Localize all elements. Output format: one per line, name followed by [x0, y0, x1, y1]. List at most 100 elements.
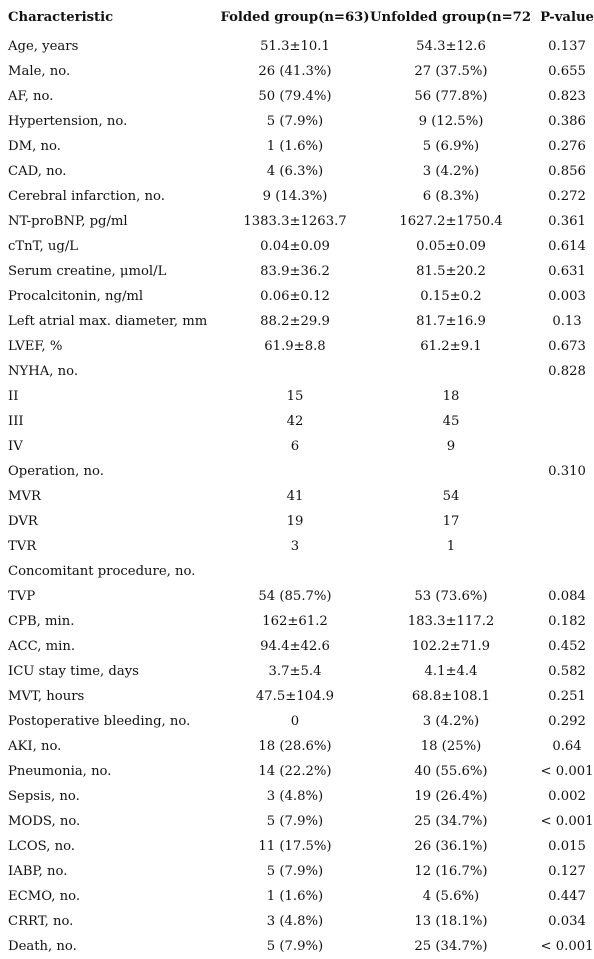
header-row: Characteristic Folded group(n=63) Unfold…: [0, 0, 594, 34]
cell-p-value: [532, 384, 594, 409]
cell-unfolded-group: 3 (4.2%): [422, 164, 480, 179]
table-row: Hypertension, no. 5 (7.9%) 9 (12.5%) 0.386: [0, 109, 594, 134]
cell-unfolded-group: 13 (18.1%): [414, 914, 488, 929]
cell-p-value: [532, 484, 594, 509]
cell-unfolded-group: 54.3±12.6: [416, 39, 486, 54]
cell-characteristic: ACC, min.: [8, 639, 76, 654]
cell-characteristic: Operation, no.: [8, 464, 104, 479]
cell-characteristic: III: [8, 414, 24, 429]
cell-characteristic: Hypertension, no.: [8, 114, 128, 129]
cell-characteristic: TVR: [8, 539, 37, 554]
cell-unfolded-group: 54: [442, 489, 460, 504]
cell-characteristic: Cerebral infarction, no.: [8, 189, 165, 204]
cell-unfolded-group: 81.5±20.2: [416, 264, 486, 279]
table-row: CRRT, no. 3 (4.8%) 13 (18.1%) 0.034: [0, 909, 594, 934]
cell-characteristic: Death, no.: [8, 939, 77, 954]
cell-p-value: 0.64: [552, 739, 582, 754]
table-row: II 15 18: [0, 384, 594, 409]
cell-p-value: 0.310: [548, 464, 586, 479]
cell-folded-group: 1 (1.6%): [266, 139, 324, 154]
cell-folded-group: 47.5±104.9: [255, 689, 335, 704]
cell-characteristic: MVT, hours: [8, 689, 85, 704]
cell-unfolded-group: 45: [442, 414, 460, 429]
table-row: ACC, min. 94.4±42.6 102.2±71.9 0.452: [0, 634, 594, 659]
cell-characteristic: Sepsis, no.: [8, 789, 80, 804]
cell-characteristic: Postoperative bleeding, no.: [8, 714, 191, 729]
cell-unfolded-group: 53 (73.6%): [414, 589, 488, 604]
header-characteristic: Characteristic: [8, 9, 114, 25]
cell-unfolded-group: 25 (34.7%): [414, 814, 488, 829]
cell-p-value: 0.856: [548, 164, 586, 179]
table-row: CPB, min. 162±61.2 183.3±117.2 0.182: [0, 609, 594, 634]
cell-folded-group: 83.9±36.2: [260, 264, 330, 279]
cell-characteristic: AKI, no.: [8, 739, 62, 754]
table-row: TVR 3 1: [0, 534, 594, 559]
cell-p-value: 0.614: [548, 239, 586, 254]
cell-folded-group: [220, 459, 370, 484]
cell-characteristic: MODS, no.: [8, 814, 81, 829]
cell-characteristic: AF, no.: [8, 89, 54, 104]
cell-characteristic: ECMO, no.: [8, 889, 81, 904]
table-row: IV 6 9: [0, 434, 594, 459]
table-row: Left atrial max. diameter, mm 88.2±29.9 81…: [0, 309, 594, 334]
header-p-value: P-value: [540, 9, 594, 25]
cell-unfolded-group: 0.15±0.2: [420, 289, 482, 304]
cell-folded-group: 61.9±8.8: [264, 339, 326, 354]
table-row: Procalcitonin, ng/ml 0.06±0.12 0.15±0.2 0.0…: [0, 284, 594, 309]
cell-folded-group: 0.06±0.12: [260, 289, 330, 304]
cell-folded-group: 18 (28.6%): [258, 739, 332, 754]
cell-characteristic: NYHA, no.: [8, 364, 79, 379]
cell-folded-group: 3 (4.8%): [266, 914, 324, 929]
cell-p-value: 0.084: [548, 589, 586, 604]
cell-characteristic: Pneumonia, no.: [8, 764, 112, 779]
cell-unfolded-group: [370, 559, 532, 584]
cell-characteristic: MVR: [8, 489, 41, 504]
cell-p-value: 0.015: [548, 839, 586, 854]
table-row: cTnT, ug/L 0.04±0.09 0.05±0.09 0.614: [0, 234, 594, 259]
cell-unfolded-group: [370, 359, 532, 384]
table-row: MODS, no. 5 (7.9%) 25 (34.7%) < 0.001: [0, 809, 594, 834]
table-row: ICU stay time, days 3.7±5.4 4.1±4.4 0.582: [0, 659, 594, 684]
cell-characteristic: Age, years: [8, 39, 79, 54]
cell-p-value: 0.13: [552, 314, 582, 329]
cell-p-value: [532, 434, 594, 459]
cell-characteristic: CPB, min.: [8, 614, 75, 629]
cell-folded-group: 5 (7.9%): [266, 114, 324, 129]
cell-characteristic: cTnT, ug/L: [8, 239, 79, 254]
table-row: Pneumonia, no. 14 (22.2%) 40 (55.6%) < 0.00…: [0, 759, 594, 784]
table-row: Male, no. 26 (41.3%) 27 (37.5%) 0.655: [0, 59, 594, 84]
cell-unfolded-group: 18 (25%): [420, 739, 482, 754]
cell-folded-group: 3: [290, 539, 300, 554]
cell-folded-group: 1 (1.6%): [266, 889, 324, 904]
table-row: DVR 19 17: [0, 509, 594, 534]
cell-folded-group: 11 (17.5%): [258, 839, 332, 854]
table-row: ECMO, no. 1 (1.6%) 4 (5.6%) 0.447: [0, 884, 594, 909]
cell-p-value: 0.655: [548, 64, 586, 79]
table-row: NT-proBNP, pg/ml 1383.3±1263.7 1627.2±1750…: [0, 209, 594, 234]
cell-characteristic: Left atrial max. diameter, mm: [8, 314, 208, 329]
cell-folded-group: 0: [290, 714, 300, 729]
cell-characteristic: NT-proBNP, pg/ml: [8, 214, 128, 229]
cell-folded-group: 42: [286, 414, 304, 429]
cell-folded-group: 26 (41.3%): [258, 64, 332, 79]
cell-p-value: 0.251: [548, 689, 586, 704]
cell-unfolded-group: 4 (5.6%): [422, 889, 480, 904]
cell-p-value: 0.276: [548, 139, 586, 154]
cell-unfolded-group: 9 (12.5%): [418, 114, 484, 129]
cell-characteristic: II: [8, 389, 19, 404]
cell-folded-group: 5 (7.9%): [266, 939, 324, 954]
cell-unfolded-group: 68.8±108.1: [411, 689, 491, 704]
cell-p-value: < 0.001: [540, 939, 594, 954]
table-row: Death, no. 5 (7.9%) 25 (34.7%) < 0.001: [0, 934, 594, 959]
cell-p-value: 0.034: [548, 914, 586, 929]
cell-characteristic: ICU stay time, days: [8, 664, 139, 679]
cell-folded-group: 88.2±29.9: [260, 314, 330, 329]
cell-unfolded-group: 4.1±4.4: [424, 664, 478, 679]
table-header: Characteristic Folded group(n=63) Unfold…: [0, 0, 594, 34]
table-row: MVR 41 54: [0, 484, 594, 509]
table-row: CAD, no. 4 (6.3%) 3 (4.2%) 0.856: [0, 159, 594, 184]
cell-characteristic: Serum creatine, μmol/L: [8, 264, 167, 279]
cell-characteristic: CAD, no.: [8, 164, 67, 179]
cell-folded-group: 50 (79.4%): [258, 89, 332, 104]
